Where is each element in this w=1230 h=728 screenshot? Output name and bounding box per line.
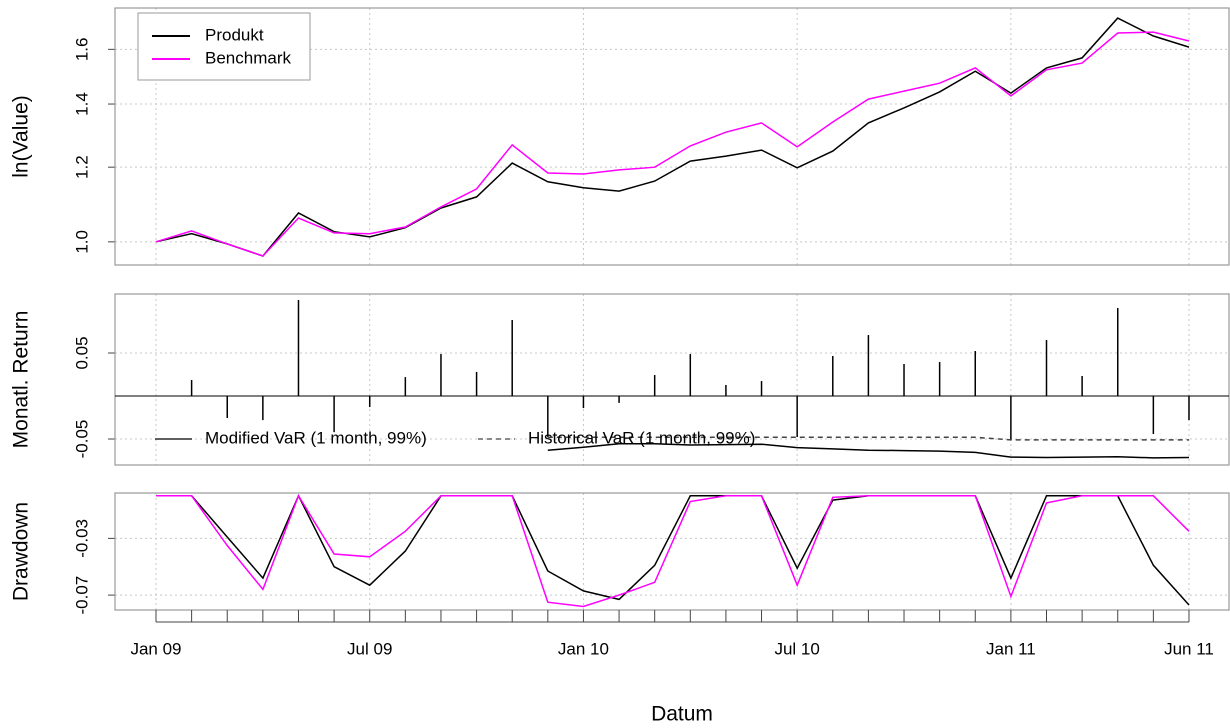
legend-label: Produkt: [205, 25, 264, 44]
y-axis-label: ln(Value): [10, 95, 33, 177]
y-tick-label: 1.4: [72, 92, 91, 116]
plot-frame: [114, 492, 1230, 611]
x-tick-label: Jan 11: [986, 639, 1036, 658]
y-tick-label: -0.07: [72, 576, 91, 615]
y-tick-label: 1.0: [72, 230, 91, 254]
y-axis-label: Drawdown: [10, 502, 33, 601]
y-tick-label: 0.05: [72, 336, 91, 369]
y-tick-label: 1.6: [72, 38, 91, 62]
series-line: [156, 494, 1190, 608]
legend-label: Modified VaR (1 month, 99%): [205, 429, 427, 448]
plot-frame: [114, 7, 1230, 266]
y-axis-label: Monatl. Return: [10, 311, 33, 449]
y-tick-label: 1.2: [72, 155, 91, 179]
x-tick-label: Jan 10: [558, 639, 609, 658]
series-line: [155, 31, 1190, 257]
series-line: [156, 494, 1190, 606]
legend-box: [137, 12, 311, 81]
series-line: [155, 17, 1190, 257]
series-line: [547, 436, 1189, 441]
plot-frame: [114, 293, 1230, 466]
x-tick-label: Jul 10: [774, 639, 819, 658]
x-tick-label: Jul 09: [347, 639, 392, 658]
x-axis-label: Datum: [651, 703, 713, 726]
legend-label: Historical VaR (1 month, 99%): [528, 429, 755, 448]
x-tick-label: Jan 09: [130, 639, 181, 658]
series-line: [547, 443, 1190, 459]
y-tick-label: -0.05: [72, 420, 91, 459]
x-tick-label: Jun 11: [1164, 639, 1214, 658]
legend-label: Benchmark: [205, 48, 291, 67]
y-tick-label: -0.03: [72, 519, 91, 558]
